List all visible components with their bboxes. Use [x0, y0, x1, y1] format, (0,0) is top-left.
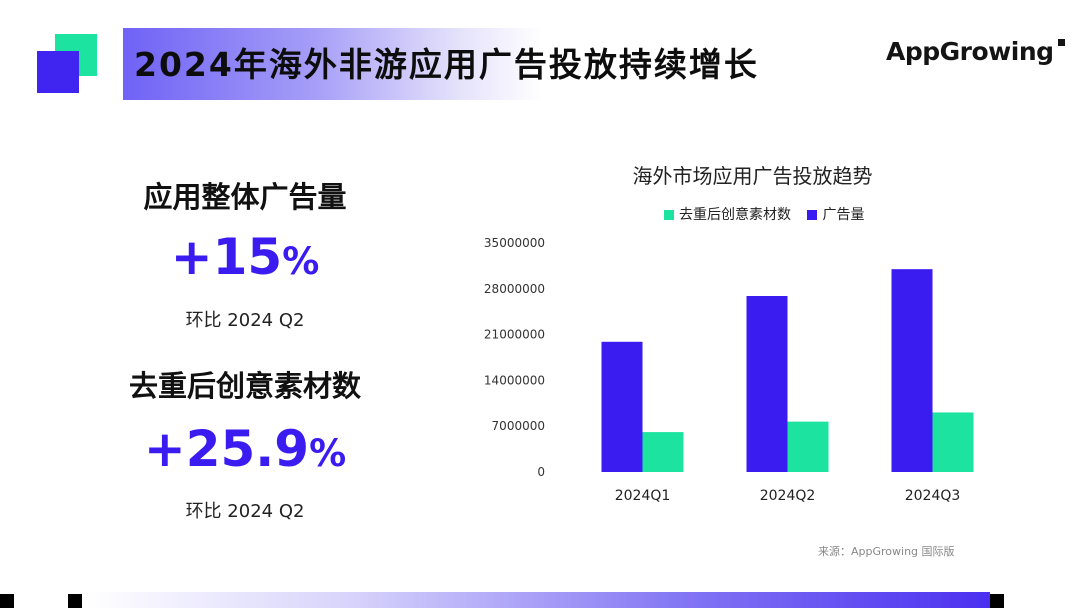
legend-swatch-purple [807, 210, 818, 220]
stat-heading-ad-volume: 应用整体广告量 [143, 180, 347, 214]
y-tick-label: 28000000 [484, 282, 545, 296]
bar-ad-volume-2024Q2 [746, 295, 788, 472]
logo-text: AppGrowing [886, 37, 1054, 66]
page-title: 2024年海外非游应用广告投放持续增长 [134, 45, 759, 84]
stat-value-number: +25.9 [143, 420, 310, 478]
legend-label: 广告量 [822, 207, 865, 223]
bar-creatives-2024Q3 [932, 412, 974, 472]
chart-title: 海外市场应用广告投放趋势 [632, 164, 873, 188]
title-band [123, 28, 543, 100]
y-tick-label: 21000000 [484, 328, 545, 342]
stat-value-unit: % [282, 240, 320, 283]
x-tick-label: 2024Q1 [615, 488, 671, 504]
bar-creatives-2024Q1 [642, 432, 684, 472]
stat-heading-creatives: 去重后创意素材数 [128, 369, 361, 403]
bar-creatives-2024Q2 [787, 421, 829, 472]
y-tick-label: 14000000 [484, 373, 545, 387]
corner-square-right [990, 594, 1004, 608]
bottom-gradient-bar [85, 592, 990, 608]
y-tick-label: 7000000 [492, 419, 545, 433]
legend-label: 去重后创意素材数 [679, 207, 791, 223]
legend-item-ad-volume: 广告量 [807, 204, 864, 224]
bar-ad-volume-2024Q3 [891, 269, 933, 472]
corner-square-left [0, 594, 14, 608]
stat-note-ad-volume: 环比 2024 Q2 [185, 310, 305, 331]
legend-swatch-green [664, 210, 674, 220]
stat-value-unit: % [309, 432, 347, 475]
x-tick-label: 2024Q2 [760, 488, 816, 504]
chart-legend: 去重后创意素材数 广告量 [664, 204, 876, 224]
y-tick-label: 0 [537, 465, 545, 479]
stat-value-ad-volume: +15% [0, 228, 490, 286]
source-note: 来源：AppGrowing 国际版 [818, 545, 955, 558]
bar-chart: 35000000 28000000 21000000 14000000 7000000 0… [484, 236, 974, 504]
stat-value-creatives: +25.9% [0, 420, 490, 478]
logo-mark [1057, 39, 1065, 46]
appgrowing-logo: AppGrowing [886, 34, 1065, 70]
bar-ad-volume-2024Q1 [601, 341, 643, 472]
corner-square-mid [68, 594, 82, 608]
stat-note-creatives: 环比 2024 Q2 [185, 501, 305, 522]
y-tick-label: 35000000 [484, 236, 545, 250]
legend-item-creatives: 去重后创意素材数 [664, 204, 791, 224]
x-tick-label: 2024Q3 [905, 488, 961, 504]
decor-square-purple [37, 51, 79, 93]
stat-value-number: +15 [170, 228, 283, 286]
